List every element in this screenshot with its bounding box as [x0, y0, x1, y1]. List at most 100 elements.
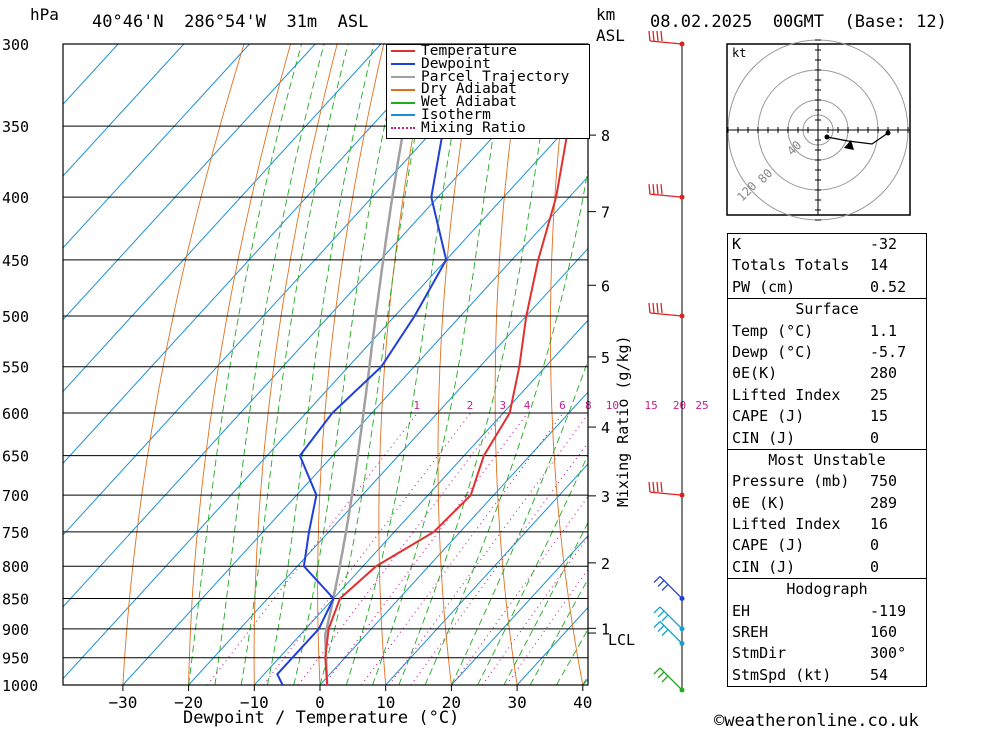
- lcl-label: LCL: [608, 631, 635, 649]
- hodograph-title: Hodograph: [786, 580, 868, 599]
- index-label: Lifted Index: [732, 515, 841, 534]
- index-value: 0: [870, 428, 880, 447]
- index-row: CIN (J) 0: [728, 428, 926, 449]
- x-tick-label: 30: [507, 693, 526, 712]
- pressure-tick-label: 850: [2, 590, 29, 608]
- hodograph-unit: kt: [732, 46, 746, 60]
- mixing-ratio-line: [451, 495, 588, 685]
- temperature-profile: [324, 51, 588, 685]
- km-tick-label: 1: [601, 620, 610, 638]
- index-value: 54: [870, 665, 889, 684]
- wind-barb: [648, 482, 683, 496]
- index-label: CAPE (J): [732, 536, 805, 555]
- index-value: 160: [870, 623, 898, 642]
- mixing-ratio-tick: 1: [413, 399, 420, 412]
- wind-barb: [653, 576, 683, 599]
- legend-label: Isotherm: [421, 106, 491, 123]
- hodograph-section: Hodograph EH -119 SREH 160 StmDir 300° StmSpd …: [727, 579, 927, 688]
- general-indices: K -32 Totals Totals 14 PW (cm) 0.52: [727, 233, 927, 300]
- plot-frame: [62, 43, 589, 686]
- wet-adiabat: [372, 44, 509, 685]
- index-label: Dewp (°C): [732, 342, 814, 361]
- dry-adiabat: [188, 44, 292, 685]
- legend-item: Parcel Trajectory: [387, 68, 589, 85]
- wet-adiabat: [398, 44, 555, 685]
- pressure-tick-label: 950: [2, 650, 29, 668]
- index-row: StmSpd (kt) 54: [728, 665, 926, 686]
- mixing-ratio-line: [323, 412, 529, 685]
- isotherm-line: [122, 175, 588, 685]
- index-label: StmSpd (kt): [732, 665, 832, 684]
- index-row: Lifted Index 16: [728, 514, 926, 535]
- mixing-ratio-line: [297, 412, 504, 685]
- index-label: CIN (J): [732, 428, 796, 447]
- index-label: StmDir: [732, 644, 787, 663]
- legend-label: Mixing Ratio: [421, 119, 526, 136]
- dry-adiabat: [122, 44, 245, 685]
- wind-barb: [653, 606, 683, 630]
- isotherm-line: [188, 247, 588, 685]
- index-label: PW (cm): [732, 277, 796, 296]
- surface-section: Surface Temp (°C) 1.1 Dewp (°C) -5.7 θE(K) 28…: [727, 299, 927, 450]
- pressure-tick-label: 650: [2, 448, 29, 466]
- legend-swatch: [391, 101, 415, 104]
- index-label: Totals Totals: [732, 256, 850, 275]
- isotherm-line: [385, 463, 588, 685]
- index-value: -119: [870, 601, 907, 620]
- legend-item: Isotherm: [387, 106, 589, 123]
- legend-label: Parcel Trajectory: [421, 68, 570, 85]
- index-value: 300°: [870, 644, 907, 663]
- indices-table: K -32 Totals Totals 14 PW (cm) 0.52 Surface T…: [727, 233, 927, 688]
- dry-adiabat: [989, 44, 1000, 685]
- mixing-ratio-tick: 25: [695, 399, 708, 412]
- hodograph-point: [885, 130, 891, 136]
- x-tick-label: 0: [315, 693, 325, 712]
- mixing-ratio-tick: 3: [500, 399, 507, 412]
- valid-time: 08.02.2025 00GMT (Base: 12): [650, 12, 947, 32]
- pressure-tick-label: 900: [2, 621, 29, 639]
- isotherm-line: [63, 44, 316, 321]
- isotherm-line: [63, 44, 250, 249]
- pressure-unit: hPa: [30, 5, 59, 24]
- wet-adiabat: [345, 44, 469, 685]
- index-row: θE (K) 289: [728, 493, 926, 514]
- mixing-ratio-tick: 2: [467, 399, 474, 412]
- x-tick-label: −30: [108, 693, 137, 712]
- index-value: 0.52: [870, 277, 907, 296]
- legend-swatch: [391, 50, 415, 53]
- pressure-tick-label: 800: [2, 558, 29, 576]
- km-tick-label: 8: [601, 127, 610, 145]
- x-tick-label: −20: [174, 693, 203, 712]
- mixing-ratio-tick: 4: [524, 399, 531, 412]
- index-value: -32: [870, 235, 898, 253]
- x-tick-label: 20: [442, 693, 461, 712]
- pressure-tick-label: 350: [2, 118, 29, 136]
- mixing-ratio-tick: 15: [644, 399, 657, 412]
- index-row: CAPE (J) 0: [728, 535, 926, 556]
- surface-title: Surface: [795, 300, 859, 319]
- km-tick-label: 6: [601, 277, 610, 295]
- index-row: StmDir 300°: [728, 643, 926, 664]
- mixing-ratio-tick: 10: [606, 399, 619, 412]
- height-unit: km: [596, 5, 616, 24]
- most-unstable-section: Most Unstable Pressure (mb) 750 θE (K) 289 L…: [727, 449, 927, 580]
- index-value: 0: [870, 557, 880, 576]
- index-value: 15: [870, 407, 889, 426]
- legend-swatch: [391, 127, 415, 130]
- isotherm-line: [253, 319, 588, 685]
- location-title: 40°46'N 286°54'W 31m ASL: [92, 12, 369, 32]
- isotherm-line: [63, 44, 579, 608]
- mixing-ratio-axis-label: Mixing Ratio (g/kg): [614, 335, 632, 507]
- wet-adiabat: [240, 44, 349, 685]
- index-label: Pressure (mb): [732, 472, 850, 491]
- wind-barb: [648, 302, 683, 317]
- wind-barb: [648, 184, 683, 198]
- wet-adiabat: [293, 44, 403, 685]
- index-label: SREH: [732, 623, 769, 642]
- index-value: 280: [870, 364, 898, 383]
- pressure-tick-label: 600: [2, 405, 29, 423]
- most-unstable-title: Most Unstable: [768, 450, 886, 469]
- index-row: θE(K) 280: [728, 363, 926, 384]
- isotherm-line: [451, 534, 588, 685]
- wind-barb: [653, 621, 683, 644]
